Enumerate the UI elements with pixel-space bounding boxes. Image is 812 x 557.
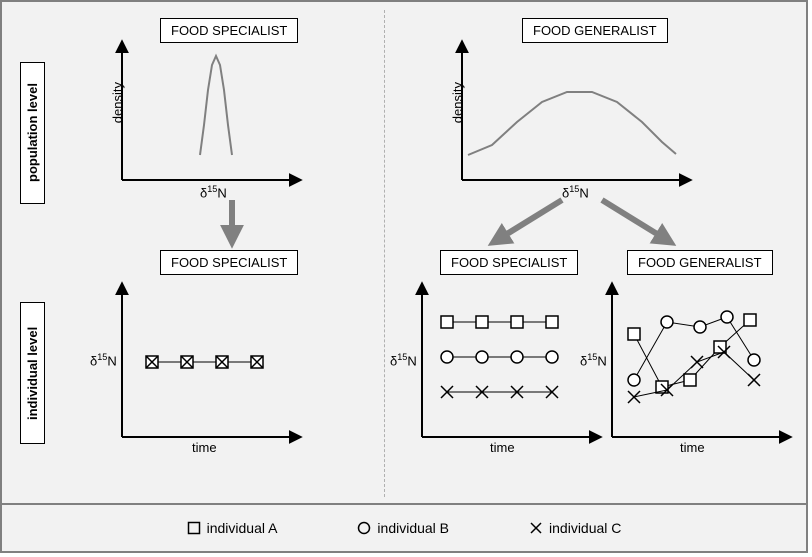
main-area: population level individual level FOOD S… xyxy=(2,2,806,505)
overlay-svg xyxy=(2,2,810,507)
legend-item-b: individual B xyxy=(357,520,449,536)
x-icon xyxy=(529,521,543,535)
legend-a-text: individual A xyxy=(207,520,278,536)
legend-c-text: individual C xyxy=(549,520,621,536)
legend-bar: individual A individual B individual C xyxy=(2,503,806,551)
legend-b-text: individual B xyxy=(377,520,449,536)
diagram-frame: population level individual level FOOD S… xyxy=(0,0,808,553)
square-icon xyxy=(187,521,201,535)
circle-icon xyxy=(357,521,371,535)
legend-item-a: individual A xyxy=(187,520,278,536)
legend-item-c: individual C xyxy=(529,520,621,536)
